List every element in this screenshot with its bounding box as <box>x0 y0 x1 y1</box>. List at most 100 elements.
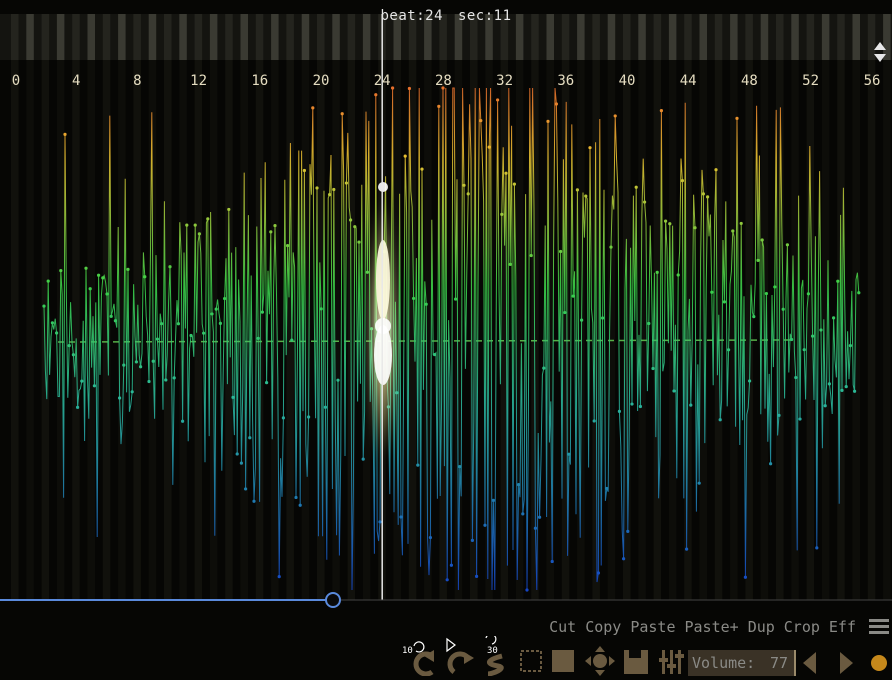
crop-button[interactable]: Crop <box>783 618 820 636</box>
ruler-segment[interactable] <box>271 14 279 60</box>
ruler-segment[interactable] <box>531 14 539 60</box>
position-slider-knob[interactable] <box>325 592 341 608</box>
ruler-segment[interactable] <box>347 14 356 60</box>
waveform-point <box>202 331 206 335</box>
ruler-segment[interactable] <box>87 14 96 60</box>
dup-button[interactable]: Dup <box>747 618 775 636</box>
waveform-point <box>80 379 84 383</box>
ruler-segment[interactable] <box>102 14 111 60</box>
ruler-segment[interactable] <box>500 14 509 60</box>
ruler-segment[interactable] <box>56 14 65 60</box>
ruler-segment[interactable] <box>332 14 340 60</box>
ruler-segment[interactable] <box>867 14 876 60</box>
ruler-segment[interactable] <box>470 14 478 60</box>
waveform-point <box>542 366 546 370</box>
beat-stripe <box>561 60 570 600</box>
ruler-segment[interactable] <box>791 14 799 60</box>
ruler-segment[interactable] <box>41 14 50 60</box>
ruler-segment[interactable] <box>776 14 784 60</box>
waveform-point <box>223 296 227 301</box>
ruler-segment[interactable] <box>362 14 371 60</box>
ruler-segment[interactable] <box>225 14 233 60</box>
ruler-segment[interactable] <box>179 14 187 60</box>
beat-stripe <box>852 60 860 600</box>
volume-control[interactable]: Volume: 77 <box>688 650 796 676</box>
ruler-segment[interactable] <box>577 14 585 60</box>
select-region-icon[interactable] <box>518 648 544 674</box>
waveform-point <box>122 363 126 367</box>
mixer-icon[interactable] <box>658 646 686 676</box>
volume-up-icon[interactable] <box>836 650 856 676</box>
eff-button[interactable]: Eff <box>828 618 856 636</box>
ruler-segment[interactable] <box>485 14 493 60</box>
move-icon[interactable] <box>584 646 616 676</box>
ruler-segment[interactable] <box>11 14 19 60</box>
ruler-segment[interactable] <box>439 14 447 60</box>
volume-down-icon[interactable] <box>800 650 820 676</box>
waveform-point <box>668 222 672 226</box>
ruler-segment[interactable] <box>515 14 524 60</box>
record-icon[interactable] <box>868 652 890 674</box>
ruler-segment[interactable] <box>240 14 249 60</box>
ruler-segment[interactable] <box>852 14 861 60</box>
ruler-segment[interactable] <box>699 14 708 60</box>
ruler-segment[interactable] <box>821 14 830 60</box>
ruler-segment[interactable] <box>286 14 294 60</box>
waveform-point <box>563 310 567 315</box>
ruler-segment[interactable] <box>194 14 203 60</box>
waveform-point <box>853 389 857 393</box>
ruler-segment[interactable] <box>72 14 80 60</box>
ruler-segment[interactable] <box>730 14 738 60</box>
ruler-segment[interactable] <box>607 14 616 60</box>
ruler-segment[interactable] <box>561 14 570 60</box>
waveform-point <box>134 360 138 364</box>
paste-plus-button[interactable]: Paste+ <box>684 618 739 636</box>
ruler-segment[interactable] <box>668 14 677 60</box>
ruler-segment[interactable] <box>760 14 769 60</box>
volume-value[interactable]: 77 <box>770 654 789 672</box>
waveform-point <box>626 529 630 533</box>
ruler-segment[interactable] <box>209 14 218 60</box>
ruler-segment[interactable] <box>118 14 126 60</box>
save-icon[interactable] <box>622 648 650 676</box>
ruler-segment[interactable] <box>638 14 646 60</box>
ruler-segment[interactable] <box>164 14 172 60</box>
skip-forward-icon[interactable] <box>482 636 512 676</box>
ruler-segment[interactable] <box>393 14 402 60</box>
ruler-segment[interactable] <box>837 14 845 60</box>
ruler-segment[interactable] <box>301 14 310 60</box>
ruler-segment[interactable] <box>255 14 264 60</box>
select-all-icon[interactable] <box>550 648 576 674</box>
play-icon[interactable] <box>444 636 478 676</box>
ruler-segment[interactable] <box>148 14 157 60</box>
scroll-arrows-icon[interactable] <box>872 40 888 64</box>
beat-ruler[interactable] <box>0 14 892 60</box>
waveform-point <box>139 365 143 369</box>
ruler-segment[interactable] <box>424 14 432 60</box>
beat-stripe <box>194 60 203 600</box>
cut-button[interactable]: Cut <box>549 618 577 636</box>
waveform-point <box>50 321 55 325</box>
ruler-segment[interactable] <box>408 14 417 60</box>
ruler-segment[interactable] <box>317 14 325 60</box>
ruler-segment[interactable] <box>133 14 141 60</box>
ruler-segment[interactable] <box>684 14 692 60</box>
ruler-segment[interactable] <box>592 14 600 60</box>
waveform-point <box>722 300 727 304</box>
waveform-point <box>676 273 680 277</box>
ruler-segment[interactable] <box>623 14 631 60</box>
skip-back-icon[interactable] <box>410 640 442 676</box>
ruler-segment[interactable] <box>714 14 723 60</box>
ruler-segment[interactable] <box>806 14 815 60</box>
waveform-point <box>160 322 164 326</box>
ruler-segment[interactable] <box>883 14 891 60</box>
menu-icon[interactable] <box>869 619 889 635</box>
paste-button[interactable]: Paste <box>630 618 676 636</box>
copy-button[interactable]: Copy <box>585 618 622 636</box>
ruler-segment[interactable] <box>546 14 555 60</box>
ruler-segment[interactable] <box>745 14 753 60</box>
ruler-segment[interactable] <box>653 14 662 60</box>
ruler-segment[interactable] <box>454 14 463 60</box>
ruler-segment[interactable] <box>26 14 34 60</box>
